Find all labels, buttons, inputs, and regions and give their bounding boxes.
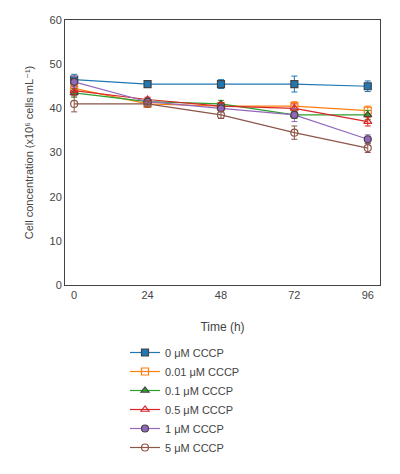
svg-text:40: 40 [50,102,62,114]
svg-text:24: 24 [141,289,153,301]
svg-text:48: 48 [215,289,227,301]
svg-text:0: 0 [56,279,62,291]
svg-text:96: 96 [362,289,374,301]
svg-text:0 μM CCCP: 0 μM CCCP [165,347,224,359]
svg-text:0.1 μM CCCP: 0.1 μM CCCP [165,385,233,397]
svg-text:0.01 μM CCCP: 0.01 μM CCCP [165,366,239,378]
svg-text:5 μM CCCP: 5 μM CCCP [165,442,224,454]
svg-text:1 μM CCCP: 1 μM CCCP [165,423,224,435]
svg-text:72: 72 [288,289,300,301]
svg-text:0.5 μM CCCP: 0.5 μM CCCP [165,404,233,416]
svg-text:10: 10 [50,235,62,247]
svg-text:60: 60 [50,14,62,26]
svg-text:Cell concentration (x10⁶ cells: Cell concentration (x10⁶ cells mL⁻¹) [23,66,35,240]
svg-text:0: 0 [71,289,77,301]
svg-text:20: 20 [50,191,62,203]
svg-text:Time (h): Time (h) [200,320,244,334]
svg-text:30: 30 [50,146,62,158]
svg-text:50: 50 [50,58,62,70]
